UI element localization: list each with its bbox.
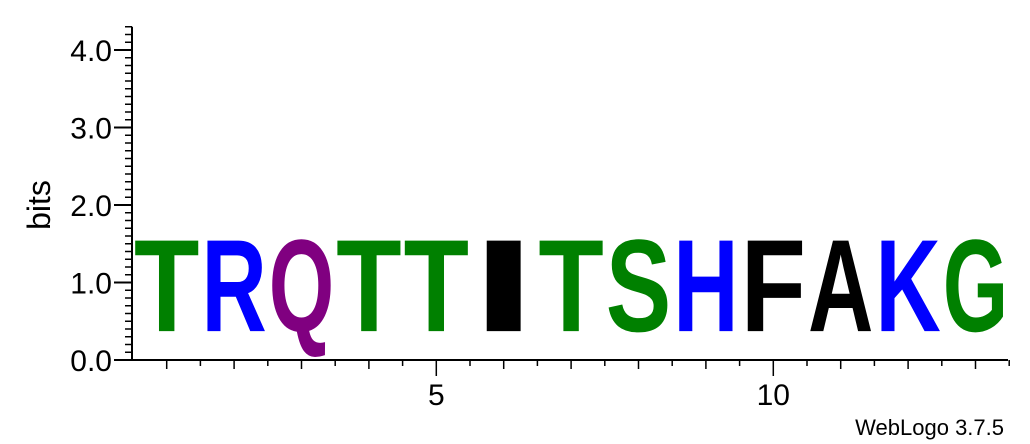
logo-letter-t: T bbox=[134, 213, 199, 360]
logo-letter-t: T bbox=[538, 213, 603, 360]
y-tick-label: 4.0 bbox=[70, 35, 112, 68]
logo-letter-r: R bbox=[201, 212, 266, 359]
y-tick-label: 1.0 bbox=[70, 268, 112, 301]
x-tick-label: 10 bbox=[757, 379, 790, 412]
logo-letter-h: H bbox=[673, 212, 738, 359]
y-axis-label: bits bbox=[21, 180, 57, 230]
logo-letter-s: S bbox=[606, 212, 671, 359]
logo-letter-g: G bbox=[943, 213, 1008, 360]
y-tick-label: 3.0 bbox=[70, 113, 112, 146]
logo-letter-t: T bbox=[336, 213, 401, 360]
logo-letter-t: T bbox=[404, 213, 469, 360]
y-tick-label: 2.0 bbox=[70, 190, 112, 223]
logo-letter-f: F bbox=[741, 213, 806, 360]
logo-letter-q: Q bbox=[269, 213, 334, 360]
axes: 0.0 1.0 2.0 3.0 4.0 bits 5 10 bbox=[21, 26, 1010, 412]
x-tick-label: 5 bbox=[428, 379, 445, 412]
weblogo-credit: WebLogo 3.7.5 bbox=[855, 415, 1004, 440]
logo-letter-i: I bbox=[471, 212, 536, 359]
logo-letter-a: A bbox=[808, 212, 873, 359]
y-tick-label: 0.0 bbox=[70, 345, 112, 378]
logo-letter-k: K bbox=[875, 212, 940, 359]
